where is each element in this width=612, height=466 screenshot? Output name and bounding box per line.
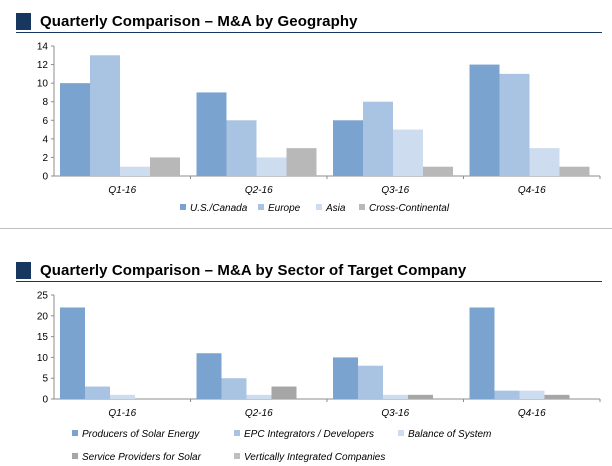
y-tick-label: 5 (42, 374, 48, 385)
bar (196, 353, 222, 399)
chart2-header: Quarterly Comparison – M&A by Sector of … (16, 259, 602, 281)
y-tick-label: 25 (37, 291, 49, 302)
category-label: Q2-16 (245, 408, 273, 419)
bar (90, 55, 120, 176)
category-label: Q4-16 (518, 408, 546, 419)
chart2-title: Quarterly Comparison – M&A by Sector of … (40, 261, 467, 279)
y-tick-label: 15 (37, 332, 49, 343)
bar (221, 378, 247, 399)
bar (529, 148, 560, 176)
legend-label: Asia (325, 203, 346, 214)
legend-label: Europe (268, 203, 301, 214)
y-tick-label: 8 (42, 97, 48, 108)
y-tick-label: 6 (42, 116, 48, 127)
bar (333, 120, 363, 176)
bar (363, 101, 393, 176)
bar (196, 92, 227, 176)
legend-swatch (72, 430, 78, 436)
bar (423, 166, 453, 176)
bar (226, 120, 257, 176)
title-marker (16, 12, 31, 30)
category-label: Q3-16 (381, 408, 409, 419)
legend-label: Service Providers for Solar (82, 452, 202, 463)
y-tick-label: 0 (42, 395, 48, 406)
y-tick-label: 10 (37, 79, 49, 90)
bar (150, 157, 180, 176)
bar (85, 386, 110, 399)
legend-swatch (234, 453, 240, 459)
bar (494, 390, 520, 399)
bar (271, 386, 297, 399)
bar (383, 394, 408, 399)
legend-swatch (316, 204, 322, 210)
legend-label: Vertically Integrated Companies (244, 452, 385, 463)
legend-swatch (359, 204, 365, 210)
title-marker (16, 261, 31, 279)
y-tick-label: 10 (37, 353, 49, 364)
bar (333, 357, 358, 399)
bar (256, 157, 287, 176)
bar (408, 394, 433, 399)
legend-swatch (180, 204, 186, 210)
legend-label: EPC Integrators / Developers (244, 429, 374, 440)
category-label: Q2-16 (245, 185, 273, 196)
legend-swatch (258, 204, 264, 210)
chart1-geography: 0 2 4 6 8 10 12 14 Q1-16 Q2-16 Q3-16 Q4-16 U.S./Cana… (37, 42, 601, 214)
bar (393, 129, 423, 176)
bar (246, 394, 272, 399)
chart1-header: Quarterly Comparison – M&A by Geography (16, 10, 602, 32)
bar (519, 390, 545, 399)
section-divider (0, 228, 612, 229)
bar (499, 73, 530, 176)
category-label: Q1-16 (108, 185, 136, 196)
bar (469, 307, 495, 399)
chart2-title-rule (16, 281, 602, 282)
bar (358, 365, 383, 399)
legend-label: U.S./Canada (190, 203, 248, 214)
category-label: Q1-16 (108, 408, 136, 419)
y-tick-label: 12 (37, 60, 49, 71)
y-tick-label: 2 (42, 153, 48, 164)
y-tick-label: 14 (37, 42, 49, 53)
legend-label: Cross-Continental (369, 203, 450, 214)
y-tick-label: 0 (42, 172, 48, 183)
legend-swatch (234, 430, 240, 436)
legend-label: Producers of Solar Energy (82, 429, 200, 440)
chart1-title: Quarterly Comparison – M&A by Geography (40, 12, 358, 30)
y-tick-label: 4 (42, 134, 48, 145)
bar (286, 148, 317, 176)
category-label: Q3-16 (381, 185, 409, 196)
bar (559, 166, 590, 176)
bar (544, 394, 570, 399)
chart1-title-rule (16, 32, 602, 33)
bar (60, 307, 85, 399)
bar (110, 394, 135, 399)
bar (120, 166, 150, 176)
bar (469, 64, 500, 176)
legend-label: Balance of System (408, 429, 491, 440)
category-label: Q4-16 (518, 185, 546, 196)
legend-swatch (398, 430, 404, 436)
y-tick-label: 20 (37, 311, 49, 322)
bar (60, 83, 90, 176)
chart2-sector: 0 5 10 15 20 25 Q1-16 Q2-16 Q3-16 Q4-16 Producers … (37, 291, 601, 463)
legend-swatch (72, 453, 78, 459)
